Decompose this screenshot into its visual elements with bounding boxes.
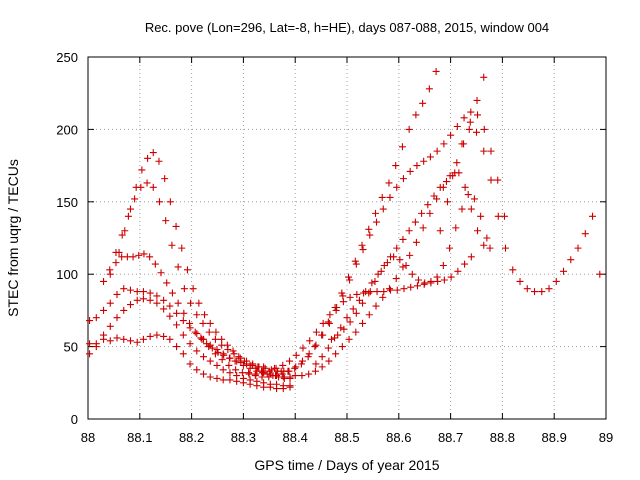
x-tick-label: 88 xyxy=(81,430,95,445)
y-tick-label: 250 xyxy=(56,50,78,65)
chart-background xyxy=(0,0,640,480)
y-axis-label: STEC from uqrg / TECUs xyxy=(5,159,21,317)
chart-title: Rec. pove (Lon=296, Lat=-8, h=HE), days … xyxy=(145,20,549,35)
y-tick-label: 0 xyxy=(71,412,78,427)
x-tick-label: 88.1 xyxy=(127,430,152,445)
x-tick-label: 88.6 xyxy=(386,430,411,445)
x-tick-label: 89 xyxy=(599,430,613,445)
x-tick-label: 88.2 xyxy=(179,430,204,445)
y-tick-label: 100 xyxy=(56,267,78,282)
y-tick-label: 200 xyxy=(56,122,78,137)
x-tick-label: 88.3 xyxy=(231,430,256,445)
x-tick-label: 88.9 xyxy=(542,430,567,445)
y-tick-label: 150 xyxy=(56,195,78,210)
x-tick-label: 88.8 xyxy=(490,430,515,445)
y-tick-label: 50 xyxy=(64,340,78,355)
x-tick-label: 88.4 xyxy=(283,430,308,445)
x-tick-label: 88.5 xyxy=(334,430,359,445)
x-tick-label: 88.7 xyxy=(438,430,463,445)
stec-scatter-chart: 88 88.1 88.2 88.3 88.4 88.5 88.6 88.7 88.8 88.9 89… xyxy=(0,0,640,480)
x-axis-label: GPS time / Days of year 2015 xyxy=(254,457,439,473)
